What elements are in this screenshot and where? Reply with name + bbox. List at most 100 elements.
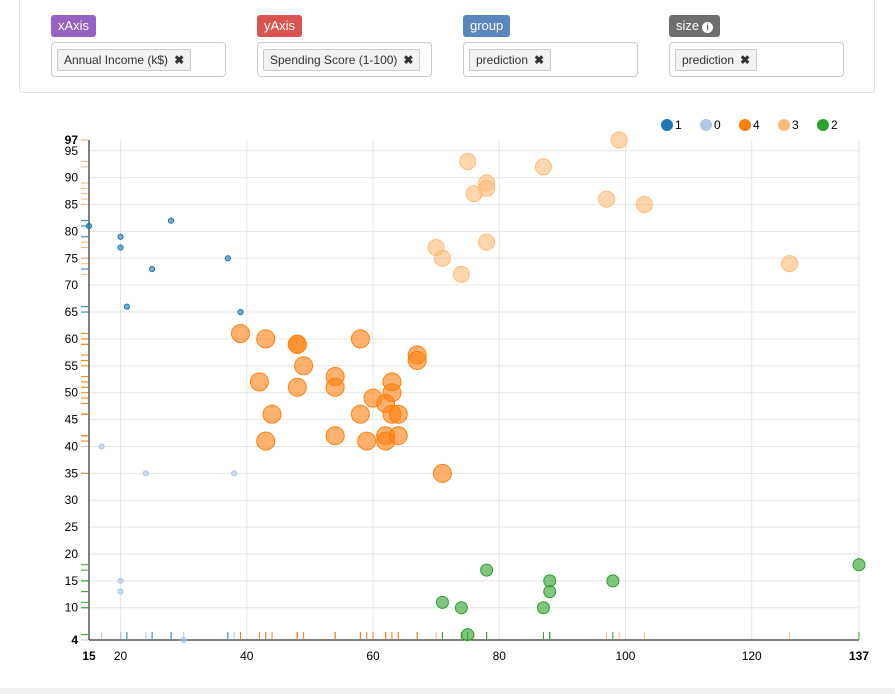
size-tag: size i — [669, 15, 721, 37]
data-point — [237, 308, 244, 316]
data-point — [167, 217, 175, 224]
data-point — [350, 329, 370, 349]
data-point — [781, 255, 799, 273]
xaxis-remove-icon[interactable]: ✖ — [174, 53, 185, 67]
data-point — [325, 377, 345, 397]
x-tick-label: 80 — [493, 649, 507, 663]
xaxis-field: xAxis — [51, 15, 97, 37]
data-point — [224, 255, 231, 262]
data-point — [459, 153, 477, 171]
legend-label: 2 — [831, 118, 838, 132]
yaxis-select[interactable]: Spending Score (1-100) ✖ — [257, 42, 432, 77]
data-point — [388, 404, 408, 424]
data-point — [407, 350, 427, 370]
rug-layer — [81, 139, 860, 641]
x-tick-label: 60 — [366, 649, 380, 663]
legend-swatch — [817, 119, 829, 131]
legend-label: 0 — [714, 118, 721, 132]
xaxis-chip-label: Annual Income (k$) — [64, 53, 169, 67]
data-point — [294, 356, 314, 376]
group-chip-label: prediction — [476, 53, 529, 67]
legend-label: 4 — [753, 118, 760, 132]
size-select[interactable]: prediction ✖ — [669, 42, 844, 77]
y-tick-label: 20 — [65, 547, 79, 561]
data-point — [534, 158, 552, 176]
group-chip[interactable]: prediction ✖ — [469, 49, 552, 71]
y-tick-label: 15 — [65, 574, 79, 588]
x-tick-label: 100 — [615, 649, 635, 663]
x-tick-label: 20 — [114, 649, 128, 663]
x-tick-label: 120 — [742, 649, 762, 663]
yaxis-field: yAxis — [257, 15, 303, 37]
legend-layer: 1 0 4 3 2 — [661, 118, 838, 132]
y-tick-label: 30 — [65, 493, 79, 507]
data-point — [388, 426, 408, 446]
data-point — [536, 601, 550, 615]
data-point — [635, 196, 653, 214]
y-tick-label: 95 — [65, 144, 79, 158]
data-point — [123, 303, 130, 310]
y-tick-label: 65 — [65, 305, 79, 319]
x-tick-label: 137 — [849, 649, 869, 663]
data-point — [610, 131, 628, 149]
y-tick-label: 75 — [65, 251, 79, 265]
size-tag-label: size — [676, 18, 700, 33]
y-tick-label: 10 — [65, 601, 79, 615]
x-tick-label: 40 — [240, 649, 254, 663]
bottom-divider — [0, 688, 895, 694]
group-tag: group — [463, 15, 511, 37]
yaxis-chip[interactable]: Spending Score (1-100) ✖ — [263, 49, 421, 71]
data-point — [117, 244, 124, 251]
yaxis-chip-label: Spending Score (1-100) — [270, 53, 398, 67]
data-point — [249, 372, 269, 392]
data-point — [256, 431, 276, 451]
data-point — [350, 404, 370, 424]
y-tick-label: 70 — [65, 278, 79, 292]
size-remove-icon[interactable]: ✖ — [740, 53, 751, 67]
grid-layer — [89, 140, 860, 640]
xaxis-tag: xAxis — [51, 15, 97, 37]
size-chip-label: prediction — [682, 53, 735, 67]
group-select[interactable]: prediction ✖ — [463, 42, 638, 77]
group-remove-icon[interactable]: ✖ — [534, 53, 545, 67]
xaxis-chip[interactable]: Annual Income (k$) ✖ — [57, 49, 192, 71]
point-layer — [85, 131, 866, 644]
data-point — [454, 601, 468, 615]
y-tick-label: 55 — [65, 359, 79, 373]
data-point — [435, 595, 449, 609]
y-tick-label: 35 — [65, 466, 79, 480]
data-point — [180, 636, 187, 644]
xaxis-select[interactable]: Annual Income (k$) ✖ — [51, 42, 226, 77]
data-point — [117, 577, 124, 584]
group-field: group — [463, 15, 511, 37]
y-tick-label: 40 — [65, 439, 79, 453]
y-tick-label: 60 — [65, 332, 79, 346]
y-tick-label: 90 — [65, 171, 79, 185]
yaxis-tag: yAxis — [257, 15, 303, 37]
info-icon[interactable]: i — [702, 22, 714, 33]
data-point — [117, 233, 124, 240]
data-point — [478, 233, 496, 251]
data-point — [606, 574, 620, 588]
data-point — [98, 443, 105, 450]
size-chip[interactable]: prediction ✖ — [675, 49, 758, 71]
y-tick-label: 97 — [65, 133, 79, 147]
y-tick-label: 45 — [65, 413, 79, 427]
y-tick-label: 80 — [65, 224, 79, 238]
x-tick-label: 15 — [82, 649, 96, 663]
legend-swatch — [778, 119, 790, 131]
data-point — [461, 628, 475, 642]
data-point — [149, 265, 156, 273]
y-tick-label: 85 — [65, 198, 79, 212]
yaxis-remove-icon[interactable]: ✖ — [403, 53, 414, 67]
legend-swatch — [661, 119, 673, 131]
data-point — [230, 324, 250, 344]
data-point — [452, 265, 470, 283]
data-point — [287, 334, 307, 354]
data-point — [543, 574, 557, 588]
data-point — [142, 470, 149, 477]
data-point — [357, 431, 377, 451]
data-point — [598, 190, 616, 208]
